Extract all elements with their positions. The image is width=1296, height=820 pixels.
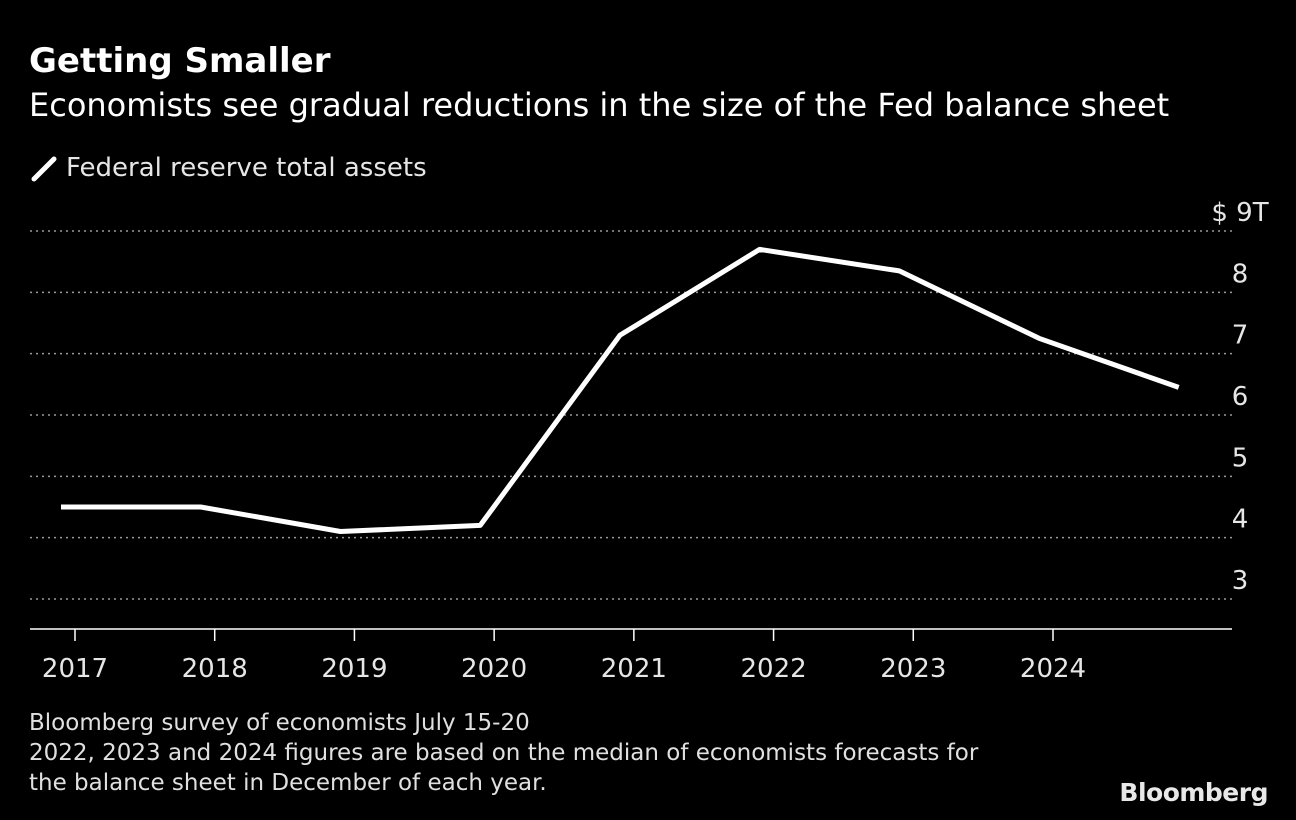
source-line-2: 2022, 2023 and 2024 figures are based on… xyxy=(29,740,979,766)
x-tick-label: 2021 xyxy=(601,654,667,684)
y-tick-label: $ 9T xyxy=(1211,198,1268,228)
y-tick-label: 7 xyxy=(1232,321,1249,351)
bloomberg-logo: Bloomberg xyxy=(1119,778,1268,807)
x-tick-label: 2019 xyxy=(321,654,387,684)
y-tick-label: 8 xyxy=(1232,259,1249,289)
source-line-1: Bloomberg survey of economists July 15-2… xyxy=(29,710,530,736)
x-tick-label: 2018 xyxy=(182,654,248,684)
source-line-3: the balance sheet in December of each ye… xyxy=(29,770,547,796)
series-line-federal-reserve-total-assets xyxy=(61,246,1180,534)
source-note: Bloomberg survey of economists July 15-2… xyxy=(29,708,978,798)
x-tick-label: 2020 xyxy=(461,654,527,684)
y-tick-label: 6 xyxy=(1232,382,1249,412)
x-tick-label: 2022 xyxy=(740,654,806,684)
x-tick-label: 2017 xyxy=(42,654,108,684)
y-tick-label: 3 xyxy=(1232,566,1249,596)
legend-label: Federal reserve total assets xyxy=(66,153,427,183)
chart-title: Getting Smaller xyxy=(29,41,331,81)
y-tick-label: 4 xyxy=(1232,505,1249,535)
y-tick-label: 5 xyxy=(1232,443,1249,473)
chart-subtitle: Economists see gradual reductions in the… xyxy=(29,86,1170,124)
x-tick-label: 2023 xyxy=(880,654,946,684)
legend: Federal reserve total assets xyxy=(30,152,427,184)
line-swatch-icon xyxy=(31,156,57,182)
x-tick-label: 2024 xyxy=(1020,654,1086,684)
